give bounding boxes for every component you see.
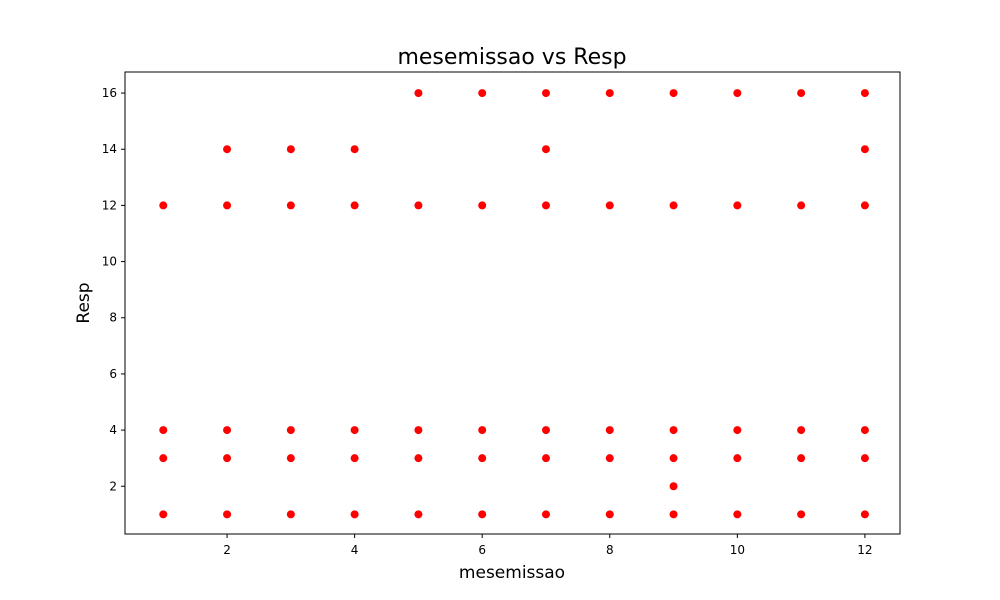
x-axis: 2 4 6 8 10 12	[223, 534, 873, 557]
data-point	[605, 510, 614, 519]
data-point	[733, 426, 742, 435]
x-tick-label: 12	[857, 543, 872, 557]
y-tick-label: 12	[102, 198, 117, 212]
data-point	[733, 510, 742, 519]
data-point	[541, 510, 550, 519]
data-point	[733, 454, 742, 463]
data-point	[159, 454, 168, 463]
data-point	[860, 89, 869, 98]
x-axis-label: mesemissao	[459, 563, 565, 583]
data-point	[286, 201, 295, 210]
data-point	[223, 510, 232, 519]
data-point	[669, 426, 678, 435]
data-point	[286, 426, 295, 435]
data-point	[350, 426, 359, 435]
y-tick-label: 14	[102, 142, 117, 156]
data-point	[414, 89, 423, 98]
data-point	[605, 89, 614, 98]
y-tick-label: 2	[109, 479, 117, 493]
data-point	[860, 201, 869, 210]
data-point	[541, 426, 550, 435]
data-point	[733, 201, 742, 210]
data-point	[669, 510, 678, 519]
points-layer	[159, 89, 869, 519]
data-point	[350, 510, 359, 519]
data-point	[223, 145, 232, 154]
data-point	[669, 482, 678, 491]
data-point	[541, 454, 550, 463]
data-point	[286, 510, 295, 519]
x-tick-label: 10	[730, 543, 745, 557]
chart-title: mesemissao vs Resp	[397, 45, 626, 70]
data-point	[541, 145, 550, 154]
data-point	[605, 454, 614, 463]
data-point	[860, 145, 869, 154]
data-point	[414, 201, 423, 210]
data-point	[797, 454, 806, 463]
x-tick-label: 4	[351, 543, 359, 557]
data-point	[159, 201, 168, 210]
data-point	[414, 426, 423, 435]
data-point	[860, 426, 869, 435]
y-axis-label: Resp	[74, 282, 94, 323]
data-point	[286, 145, 295, 154]
data-point	[478, 426, 487, 435]
x-tick-label: 6	[478, 543, 486, 557]
y-tick-label: 6	[109, 367, 117, 381]
data-point	[797, 201, 806, 210]
y-tick-label: 8	[109, 311, 117, 325]
data-point	[350, 201, 359, 210]
data-point	[478, 89, 487, 98]
y-tick-label: 4	[109, 423, 117, 437]
x-tick-label: 2	[223, 543, 231, 557]
data-point	[478, 454, 487, 463]
data-point	[478, 510, 487, 519]
y-tick-label: 10	[102, 255, 117, 269]
data-point	[414, 510, 423, 519]
data-point	[350, 145, 359, 154]
data-point	[669, 201, 678, 210]
data-point	[605, 426, 614, 435]
y-axis: 2 4 6 8 10 12 14 16	[102, 86, 125, 493]
data-point	[860, 510, 869, 519]
data-point	[414, 454, 423, 463]
data-point	[797, 510, 806, 519]
data-point	[541, 201, 550, 210]
data-point	[797, 89, 806, 98]
data-point	[797, 426, 806, 435]
data-point	[669, 89, 678, 98]
y-tick-label: 16	[102, 86, 117, 100]
data-point	[159, 510, 168, 519]
data-point	[669, 454, 678, 463]
data-point	[605, 201, 614, 210]
data-point	[286, 454, 295, 463]
x-tick-label: 8	[606, 543, 614, 557]
data-point	[541, 89, 550, 98]
data-point	[478, 201, 487, 210]
data-point	[159, 426, 168, 435]
data-point	[860, 454, 869, 463]
data-point	[733, 89, 742, 98]
plot-frame	[124, 71, 901, 535]
data-point	[223, 201, 232, 210]
data-point	[350, 454, 359, 463]
data-point	[223, 426, 232, 435]
data-point	[223, 454, 232, 463]
